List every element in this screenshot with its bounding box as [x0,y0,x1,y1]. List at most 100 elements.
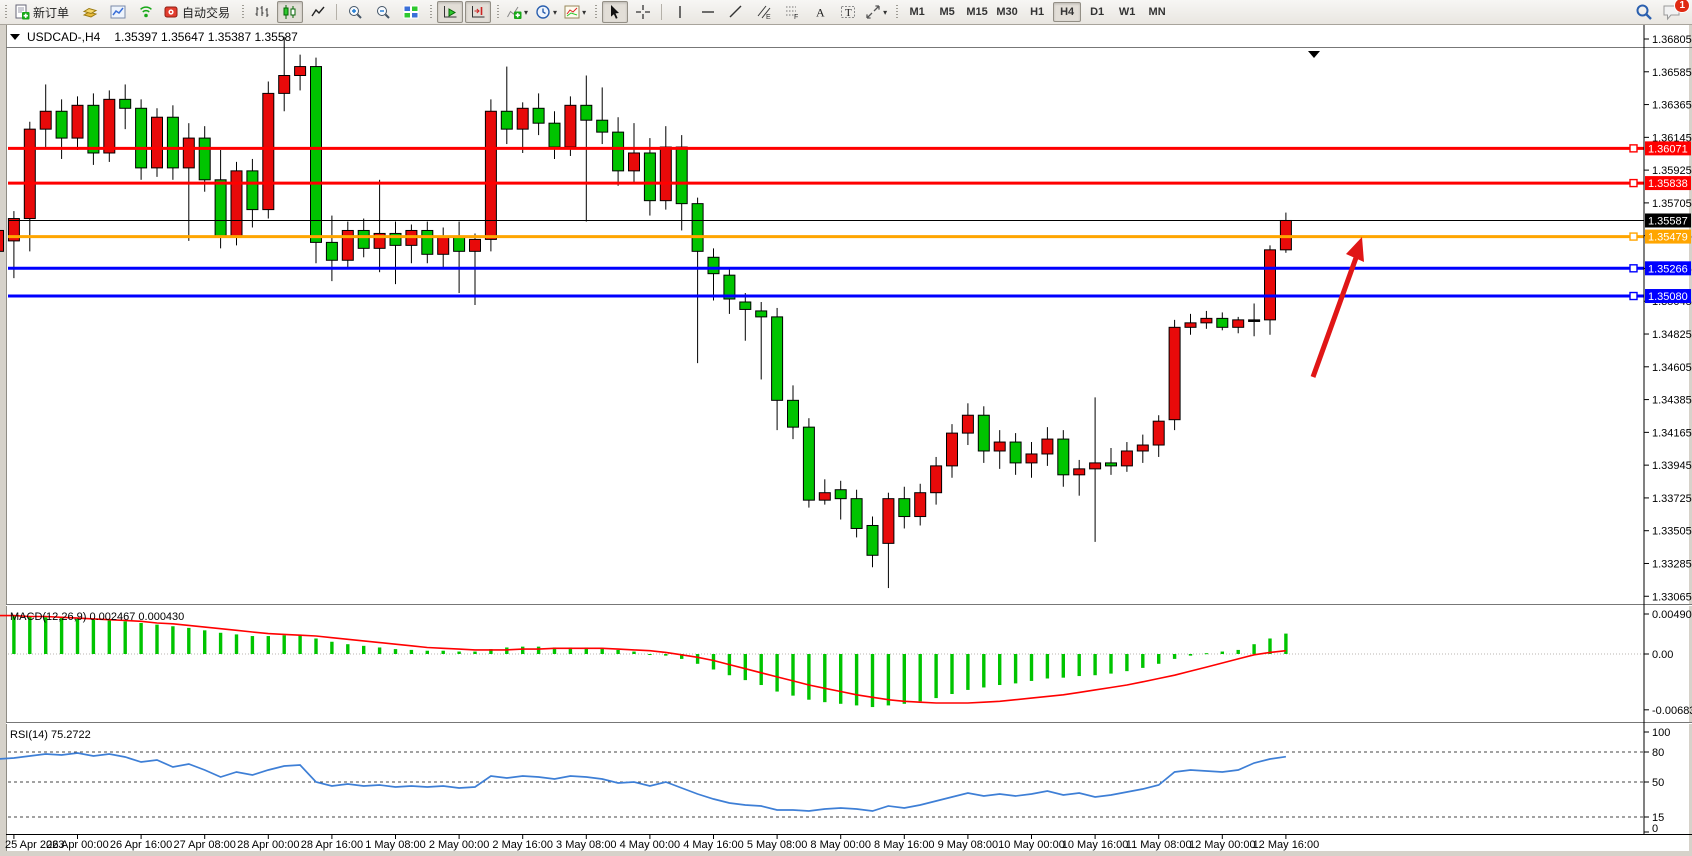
signals-button[interactable] [133,1,159,23]
candle [548,122,561,148]
crosshair-button[interactable] [630,1,656,23]
bar-chart-button[interactable] [249,1,275,23]
chevron-down-icon[interactable]: ▾ [883,7,888,17]
bid-price-line[interactable]: 1.35587 [8,213,1691,228]
auto-trading-button[interactable]: 自动交易 [161,1,236,23]
candle [580,104,593,121]
chart-titlebar[interactable]: USDCAD-,H4 1.35397 1.35647 1.35387 1.355… [10,28,298,46]
macd-histogram-bar [1125,654,1129,672]
candle [1232,319,1245,328]
chart-menu-triangle-icon[interactable] [10,34,20,40]
macd-histogram-bar [632,651,636,654]
toolbar-grip[interactable] [895,4,900,20]
toolbar-grip[interactable] [594,4,599,20]
periods-button[interactable]: ▾ [533,1,560,23]
horizontal-line-object[interactable]: 1.35266 [8,261,1691,276]
horizontal-line-object[interactable]: 1.36071 [8,141,1691,156]
toolbar-grip[interactable] [429,4,434,20]
cursor-button[interactable] [602,1,629,23]
timeframe-d1-button[interactable]: D1 [1090,6,1105,18]
chevron-down-icon[interactable]: ▾ [582,7,587,17]
macd-histogram-bar [1157,654,1161,664]
line-chart-button[interactable] [305,1,331,23]
svg-text:1.33285: 1.33285 [1652,558,1692,570]
timeframe-h1-button[interactable]: H1 [1030,6,1045,18]
zoom-in-button[interactable] [342,1,368,23]
horizontal-line-object[interactable]: 1.35838 [8,176,1691,191]
chevron-down-icon[interactable]: ▾ [553,7,558,17]
candle [0,229,4,252]
macd-histogram-bar [377,647,382,654]
templates-button[interactable]: ▾ [562,1,589,23]
trendline-button[interactable] [723,1,749,23]
timeframe-m5-button[interactable]: M5 [939,6,955,18]
line-handle[interactable] [1629,232,1638,241]
chevron-down-icon[interactable]: ▾ [524,7,529,17]
chart-shift-button[interactable] [465,1,492,23]
line-handle[interactable] [1629,178,1638,188]
svg-text:28 Apr 00:00: 28 Apr 00:00 [237,839,299,851]
candle [214,179,227,237]
price-tag-label: 1.35266 [1648,263,1688,275]
svg-text:25 Apr 2023: 25 Apr 2023 [5,839,64,851]
macd-histogram-bar [791,654,795,696]
equidistant-channel-button[interactable]: E [751,1,777,23]
search-button[interactable] [1631,1,1657,23]
candle [564,104,577,148]
vertical-line-button[interactable] [667,1,693,23]
horizontal-line-button[interactable] [695,1,721,23]
market-watch-button[interactable] [77,1,103,23]
trend-arrow[interactable] [1310,237,1364,378]
line-handle[interactable] [1629,144,1638,153]
macd-histogram-bar [457,651,461,654]
timeframe-m30-button[interactable]: M30 [996,6,1018,18]
price-tag [1645,176,1691,191]
candle [755,310,768,318]
price-tag-label: 1.35838 [1648,178,1688,190]
price-chart[interactable]: 1.36805 1.36585 1.36365 1.36145 1.35925 1.357… [0,25,1692,856]
candle [1105,462,1117,467]
text-button[interactable]: A [807,1,833,23]
chart-window: USDCAD-,H4 1.35397 1.35647 1.35387 1.355… [0,25,1692,856]
svg-text:1.33505: 1.33505 [1652,526,1692,538]
candle [71,104,84,139]
zoom-out-button[interactable] [370,1,396,23]
zoom-in-icon [347,4,363,20]
svg-text:1.36805: 1.36805 [1652,34,1692,46]
macd-histogram-bar [1061,654,1065,678]
text-label-button[interactable]: T [835,1,861,23]
price-tag-label: 1.35080 [1648,291,1688,303]
toolbar-grip[interactable] [496,4,501,20]
candle [1057,438,1070,476]
svg-text:12 May 00:00: 12 May 00:00 [1189,839,1256,851]
timeframe-m1-button[interactable]: M1 [909,6,925,18]
charts-button[interactable] [105,1,131,23]
periods-icon [535,4,551,20]
timeframe-m15-button[interactable]: M15 [966,6,988,18]
line-handle[interactable] [1629,264,1638,273]
new-order-button[interactable]: 新订单 [12,1,75,23]
new-order-icon [14,4,30,20]
arrows-button[interactable]: ▾ [863,1,890,23]
svg-text:15: 15 [1652,812,1664,824]
macd-histogram-bar [250,636,255,654]
fibonacci-button[interactable]: F [779,1,805,23]
rsi-label: RSI(14) 75.2722 [10,729,91,741]
auto-scroll-button[interactable] [437,1,464,23]
candle [278,75,291,94]
toolbar-grip[interactable] [4,4,8,20]
horizontal-line-object[interactable]: 1.35479 [8,229,1691,244]
timeframe-w1-button[interactable]: W1 [1118,6,1136,18]
line-handle[interactable] [1629,291,1638,301]
horizontal-line-object[interactable]: 1.35080 [8,289,1691,304]
toolbar-grip[interactable] [241,4,246,20]
tile-windows-button[interactable] [398,1,424,23]
timeframe-mn-button[interactable]: MN [1148,6,1166,18]
candle [1152,420,1165,446]
candlestick-chart-button[interactable] [277,1,304,23]
indicators-button[interactable]: ▾ [504,1,531,23]
macd-histogram-bar [950,654,954,694]
timeframe-h4-button[interactable]: H4 [1053,2,1082,22]
chart-shift-marker-icon[interactable] [1308,51,1320,58]
notifications-button[interactable]: 1 [1659,0,1690,23]
